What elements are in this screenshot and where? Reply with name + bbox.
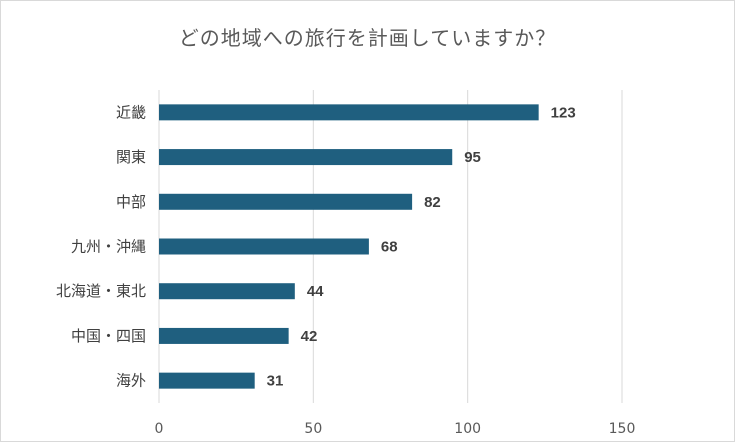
data-label: 68 <box>381 239 398 256</box>
bar <box>159 149 453 166</box>
data-label: 123 <box>551 104 576 121</box>
chart-title: どの地域への旅行を計画していますか？ <box>178 26 557 50</box>
category-label: 北海道・東北 <box>56 282 146 300</box>
x-tick-label: 150 <box>609 421 636 437</box>
category-label: 関東 <box>116 148 146 166</box>
data-label: 44 <box>307 283 324 300</box>
x-tick-label: 50 <box>304 421 322 437</box>
data-label: 95 <box>464 149 481 166</box>
bar <box>159 238 369 255</box>
bar <box>159 193 413 210</box>
x-tick-label: 100 <box>454 421 481 437</box>
bar <box>159 327 289 344</box>
data-label: 42 <box>301 328 318 345</box>
category-label: 中国・四国 <box>71 327 146 345</box>
data-label: 82 <box>424 194 441 211</box>
bar <box>159 104 539 121</box>
data-label: 31 <box>267 373 284 390</box>
category-label: 九州・沖縄 <box>71 238 146 256</box>
category-label: 中部 <box>116 193 146 211</box>
category-label: 海外 <box>116 372 146 390</box>
bar <box>159 372 255 389</box>
category-label: 近畿 <box>116 103 146 121</box>
bar <box>159 283 295 300</box>
x-tick-label: 0 <box>155 421 164 437</box>
